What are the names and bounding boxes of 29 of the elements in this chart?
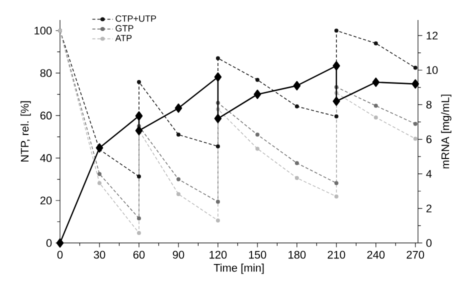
y2-tick-label: 4 — [426, 170, 432, 178]
x-tick-label: 120 — [210, 250, 227, 259]
y-tick-label: 60 — [40, 112, 52, 120]
y2-axis-title: mRNA [mg/mL] — [441, 94, 452, 168]
x-tick-label: 90 — [172, 250, 184, 259]
legend-label: ATP — [115, 34, 132, 42]
x-tick-label: 150 — [249, 250, 266, 259]
x-tick-label: 60 — [133, 250, 145, 259]
x-tick-label: 0 — [57, 250, 63, 259]
x-tick-label: 270 — [406, 250, 424, 259]
y2-tick-label: 6 — [426, 135, 432, 144]
x-tick-label: 210 — [328, 250, 346, 259]
x-tick-label: 30 — [94, 250, 106, 259]
y-tick-label: 100 — [34, 26, 52, 35]
y2-tick-label: 0 — [426, 239, 432, 247]
x-tick-label: 180 — [288, 250, 306, 259]
y-tick-label: 40 — [40, 154, 52, 162]
y2-tick-label: 12 — [426, 32, 438, 40]
y-tick-label: 80 — [40, 69, 52, 77]
x-axis-title: Time [min] — [214, 264, 264, 274]
legend-label: GTP — [116, 25, 134, 32]
x-tick-label: 240 — [367, 250, 385, 259]
y2-tick-label: 10 — [426, 66, 438, 74]
legend-label: CTP+UTP — [116, 15, 156, 22]
y-axis-title: NTP, rel. [%] — [20, 101, 31, 162]
y2-tick-label: 8 — [426, 100, 432, 109]
y-tick-label: 0 — [46, 239, 52, 247]
y2-tick-label: 2 — [426, 204, 432, 212]
y-tick-label: 20 — [40, 196, 52, 204]
